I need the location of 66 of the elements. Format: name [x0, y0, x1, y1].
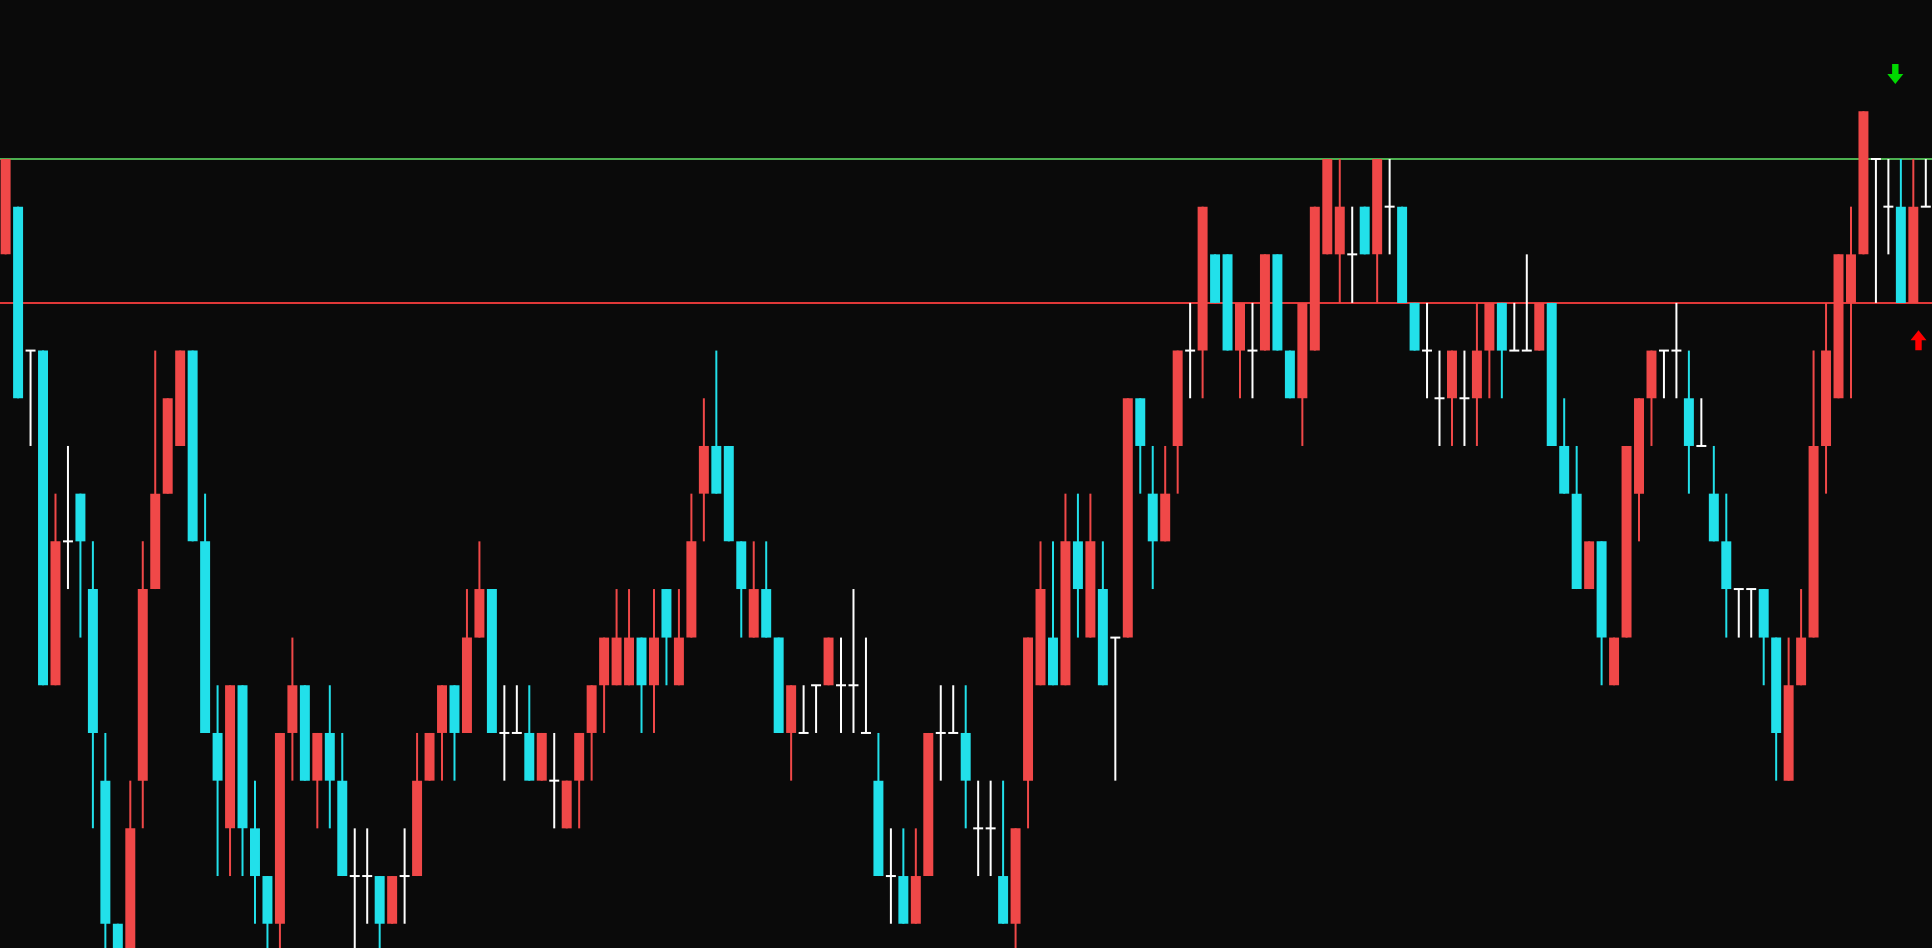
candlestick [998, 779, 1009, 925]
candlestick [548, 731, 561, 830]
candlestick [1484, 301, 1495, 400]
candlestick [250, 779, 260, 925]
candlestick [1496, 301, 1507, 400]
candlestick [1695, 397, 1708, 447]
candlestick [910, 827, 921, 925]
candlestick [1584, 540, 1595, 591]
candlestick [1409, 301, 1420, 352]
candlestick [212, 684, 223, 878]
candlestick [1796, 588, 1807, 687]
candlestick [960, 684, 971, 830]
candlestick [1646, 349, 1657, 447]
candlestick [574, 731, 585, 830]
candlestick [61, 444, 74, 591]
candlestick [1559, 397, 1570, 495]
candlestick [1446, 349, 1457, 447]
candlestick [424, 731, 435, 782]
candlestick [786, 684, 797, 782]
candlestick [1047, 540, 1058, 687]
candlestick [1135, 397, 1146, 495]
candlestick [1882, 157, 1895, 256]
candlestick [884, 827, 897, 925]
candlestick [112, 922, 123, 948]
candlestick [374, 875, 385, 948]
candlestick [1109, 636, 1122, 782]
candlestick [1721, 492, 1732, 639]
candlestick [437, 684, 447, 782]
candlestick [648, 588, 659, 734]
candlestick [387, 875, 398, 925]
candlestick [398, 827, 411, 925]
candlestick [736, 540, 747, 639]
candlestick [312, 731, 323, 830]
candlestick [536, 731, 547, 782]
candlestick [1346, 205, 1359, 304]
candlestick [698, 397, 709, 543]
candlestick [1471, 301, 1482, 447]
candlestick [1147, 444, 1158, 591]
candlestick [449, 684, 460, 782]
candlestick [1683, 349, 1694, 495]
candlestick [75, 492, 86, 639]
candlestick [673, 588, 684, 687]
candlestick [1184, 301, 1197, 400]
candlestick [1458, 349, 1471, 447]
candlestick [262, 875, 273, 948]
candlestick [859, 636, 872, 734]
candlestick [1246, 301, 1259, 400]
candlestick [24, 349, 37, 447]
candlestick [324, 684, 335, 830]
candlestick [524, 684, 535, 782]
candlestick [1919, 157, 1932, 208]
candlestick [1072, 492, 1083, 639]
candlestick [810, 684, 823, 734]
candlestick [1433, 349, 1446, 447]
candlestick [636, 636, 647, 734]
candlestick [1160, 444, 1171, 543]
candlestick [287, 636, 298, 782]
candlestick [1421, 301, 1434, 400]
candlestick [898, 827, 909, 925]
candlestick [586, 684, 597, 782]
candlestick [1869, 157, 1882, 304]
candlestick [1235, 301, 1245, 400]
candlestick [1534, 301, 1545, 352]
candlestick [1383, 157, 1396, 256]
candlestick [1708, 444, 1719, 543]
candlestick [797, 684, 810, 734]
